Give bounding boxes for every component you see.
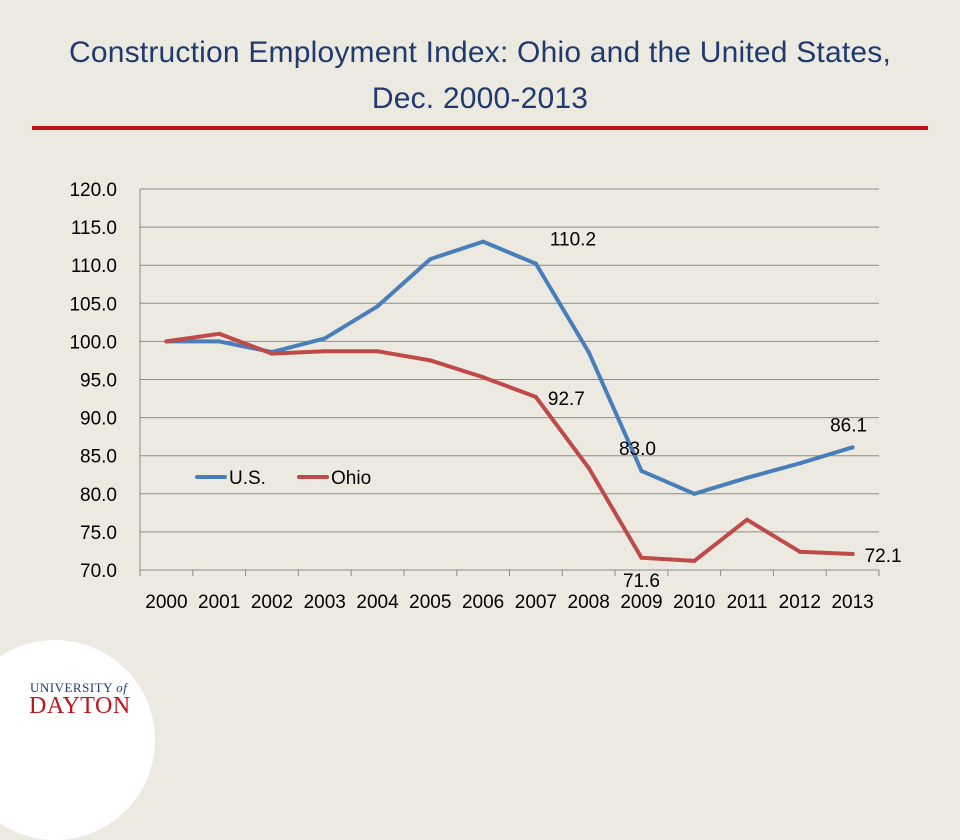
logo-dayton-text: DAYTON [29,693,131,719]
y-tick-label: 70.0 [80,561,117,582]
data-point [639,468,644,473]
x-tick-label: 2007 [515,592,557,613]
y-tick-label: 95.0 [80,371,117,392]
data-point [322,349,327,354]
x-tick-label: 2004 [356,592,399,613]
logo-university-text: UNIVERSITY of [30,680,128,695]
y-tick-label: 120.0 [69,180,117,201]
slide-title: Construction Employment Index: Ohio and … [68,36,892,115]
data-point [639,555,644,560]
data-label: 71.6 [623,571,660,592]
y-tick-label: 100.0 [69,332,117,353]
series-line-us [164,239,855,496]
y-tick-label: 115.0 [71,218,117,239]
x-tick-label: 2011 [727,592,768,613]
legend-label: Ohio [331,468,371,489]
data-point [586,465,591,470]
x-tick-label: 2006 [462,592,504,613]
x-tick-label: 2001 [198,592,240,613]
data-point [428,358,433,363]
data-label: 92.7 [548,389,585,410]
x-tick-label: 2012 [779,592,821,613]
logo-background [0,640,155,840]
x-tick-label: 2010 [673,592,715,613]
data-point [745,517,750,522]
data-point [481,375,486,380]
x-tick-label: 2002 [251,592,293,613]
data-point [322,336,327,341]
data-point [217,331,222,336]
data-point [217,339,222,344]
y-tick-label: 80.0 [80,485,117,506]
y-tick-label: 90.0 [80,409,117,430]
x-tick-label: 2009 [620,592,662,613]
x-tick-label: 2008 [568,592,610,613]
data-label: 86.1 [830,415,867,436]
data-point [533,261,538,266]
data-point [850,445,855,450]
data-point [481,239,486,244]
series-line-ohio [164,331,855,563]
data-point [586,350,591,355]
data-point [797,549,802,554]
x-tick-label: 2005 [409,592,451,613]
data-point [745,475,750,480]
x-tick-label: 2013 [831,592,873,613]
data-point [692,491,697,496]
data-label: 72.1 [865,546,902,567]
y-tick-label: 85.0 [80,447,117,468]
data-point [164,339,169,344]
data-label: 83.0 [619,439,656,460]
line-chart: 70.0 75.0 80.0 85.0 90.0 95.0 100.0 105.0 110.0 1… [69,180,902,613]
data-point [850,551,855,556]
y-tick-label: 75.0 [80,523,117,544]
x-tick-label: 2000 [145,592,187,613]
data-point [797,461,802,466]
data-point [428,257,433,262]
data-point [692,558,697,563]
title-divider [32,126,928,130]
y-tick-label: 110.0 [71,256,117,277]
data-point [533,395,538,400]
data-point [269,351,274,356]
data-label: 110.2 [550,230,596,251]
legend-label: U.S. [229,468,266,489]
data-point [375,304,380,309]
data-point [375,349,380,354]
y-tick-label: 105.0 [69,294,117,315]
x-tick-label: 2003 [304,592,346,613]
